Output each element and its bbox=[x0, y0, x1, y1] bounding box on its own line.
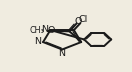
Text: N: N bbox=[59, 49, 66, 58]
Text: N: N bbox=[34, 37, 41, 46]
Text: O: O bbox=[74, 17, 82, 26]
Text: Cl: Cl bbox=[78, 15, 88, 24]
Text: CH₃: CH₃ bbox=[30, 26, 45, 35]
Text: N: N bbox=[41, 25, 48, 34]
Text: O: O bbox=[48, 26, 55, 35]
